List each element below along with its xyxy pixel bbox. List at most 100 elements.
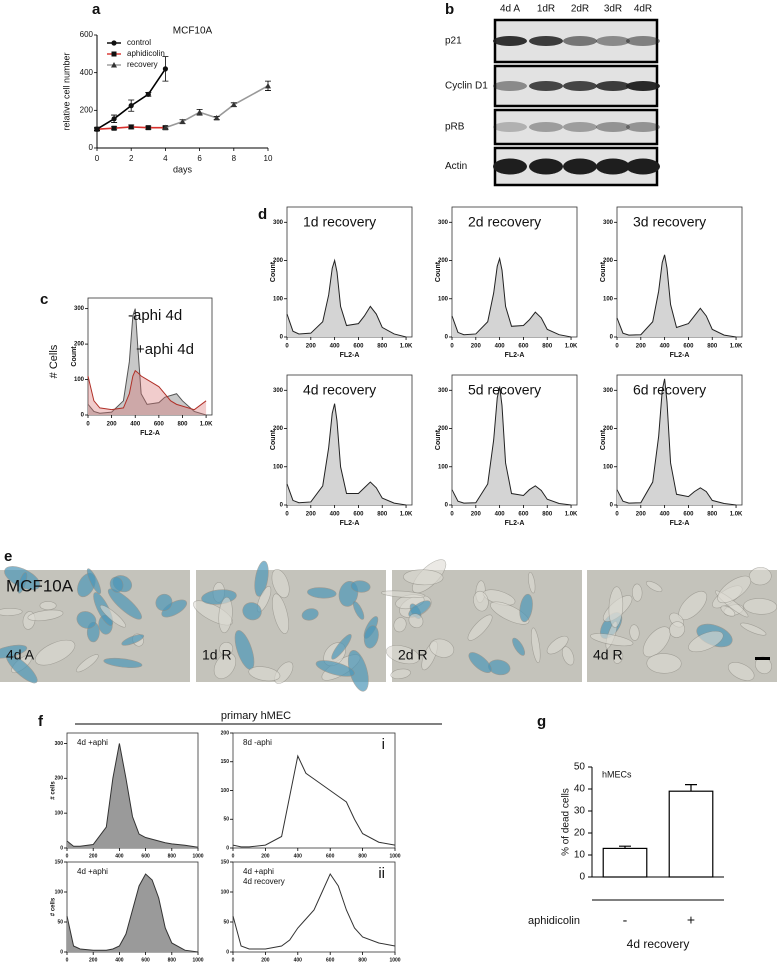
cell-shape — [350, 580, 371, 593]
bar — [602, 847, 648, 878]
cell-shape — [121, 634, 145, 646]
point — [145, 91, 151, 97]
histogram-line — [66, 743, 199, 848]
y-tick-label: 100 — [438, 296, 449, 302]
x-tick-label: 0 — [95, 154, 100, 163]
x-tick-label: 800 — [177, 422, 188, 428]
cell-shape — [76, 611, 97, 629]
blot-band — [493, 81, 527, 91]
cell-shape — [271, 593, 289, 634]
y-tick-label: 200 — [55, 776, 64, 782]
histogram-line — [232, 872, 396, 950]
panel-label: f — [38, 713, 44, 730]
x-tick-label: 200 — [89, 853, 98, 859]
x-tick-label: 200 — [471, 512, 482, 518]
y-tick-label: 150 — [221, 759, 230, 765]
panel-label: b — [445, 1, 454, 18]
x-tick-label: 800 — [168, 957, 177, 963]
x-tick-label: 1000 — [192, 853, 203, 859]
cell-shape — [561, 646, 575, 666]
chart-title: 4d +aphi — [77, 738, 108, 747]
cell-shape — [408, 600, 431, 618]
blot-band — [563, 36, 597, 46]
x-tick-label: 800 — [377, 512, 388, 518]
area-fill — [67, 743, 198, 848]
cell-shape — [408, 613, 424, 629]
x-tick-label: 600 — [353, 344, 364, 350]
y-tick-label: 200 — [273, 258, 284, 264]
histogram-line — [286, 258, 407, 338]
chart-title: 1d recovery — [303, 214, 376, 230]
x-axis-label: days — [173, 164, 193, 174]
y-tick-label: 150 — [221, 859, 230, 865]
y-tick-label: 200 — [221, 730, 230, 736]
x-tick-label: 600 — [683, 344, 694, 350]
x-tick-label: 400 — [115, 957, 124, 963]
point — [162, 66, 168, 72]
cell-shape — [512, 637, 526, 656]
y-tick-label: 40 — [574, 784, 586, 795]
x-tick-label: 200 — [89, 957, 98, 963]
x-tick-label: 800 — [707, 512, 718, 518]
micrograph-label: MCF10A — [6, 576, 74, 595]
cell-shape — [629, 624, 640, 641]
cell-shape — [363, 625, 379, 649]
x-tick-label: 600 — [518, 344, 529, 350]
cell-shape — [242, 602, 262, 621]
y-tick-label: 200 — [80, 105, 94, 114]
histogram-line — [87, 308, 207, 416]
y-tick-label: 0 — [445, 335, 449, 341]
cell-shape — [490, 601, 530, 625]
panel-label: a — [92, 1, 101, 18]
histogram-line — [451, 386, 572, 506]
x-tick-label: 200 — [261, 957, 270, 963]
chart-subtitle: 4d recovery — [243, 877, 285, 886]
x-tick-label: 800 — [707, 344, 718, 350]
y-tick-label: 200 — [273, 426, 284, 432]
panel-tag: ii — [378, 865, 385, 882]
point — [213, 114, 220, 121]
x-tick-label: 1.0K — [400, 344, 413, 350]
x-tick-label: 400 — [294, 957, 303, 963]
chart-title: 4d recovery — [303, 382, 376, 398]
x-tick-label: 400 — [115, 853, 124, 859]
chart-title: 2d recovery — [468, 214, 541, 230]
y-tick-label: 200 — [603, 426, 614, 432]
blot-band — [529, 158, 563, 175]
legend-label: recovery — [127, 60, 158, 69]
scale-bar — [755, 657, 770, 660]
lane-label: 4d A — [500, 4, 520, 15]
x-tick-label: 1.0K — [200, 422, 213, 428]
y-tick-label: 0 — [89, 143, 94, 152]
area-fill — [287, 260, 407, 337]
area-fill — [452, 386, 572, 505]
cell-shape — [429, 638, 455, 658]
y-tick-label: 300 — [438, 220, 449, 226]
blot-band — [529, 81, 563, 91]
y-tick-label: 0 — [445, 503, 449, 509]
y-tick-label: 0 — [610, 335, 614, 341]
blot-band — [563, 81, 597, 91]
y-tick-label: 300 — [273, 388, 284, 394]
plot-frame — [232, 861, 396, 953]
x-tick-label: 1000 — [192, 957, 203, 963]
chart-title: 6d recovery — [633, 382, 706, 398]
y-tick-label: 100 — [221, 889, 230, 895]
panel-tag: i — [382, 736, 385, 753]
cell-shape — [352, 601, 365, 620]
x-tick-label: 6 — [197, 154, 202, 163]
micrograph-label: 2d R — [398, 647, 428, 663]
chart-title: MCF10A — [173, 26, 213, 37]
plot-frame — [232, 732, 396, 849]
blot-band — [493, 36, 527, 46]
x-tick-label: 1.0K — [565, 512, 578, 518]
cell-shape — [608, 586, 624, 628]
x-tick-label: 200 — [261, 853, 270, 859]
point — [179, 118, 186, 125]
blot-background — [493, 108, 659, 146]
x-tick-label: 800 — [377, 344, 388, 350]
micrograph-label: 4d R — [593, 647, 623, 663]
cell-shape — [248, 666, 281, 682]
x-tick-label: 400 — [130, 422, 141, 428]
